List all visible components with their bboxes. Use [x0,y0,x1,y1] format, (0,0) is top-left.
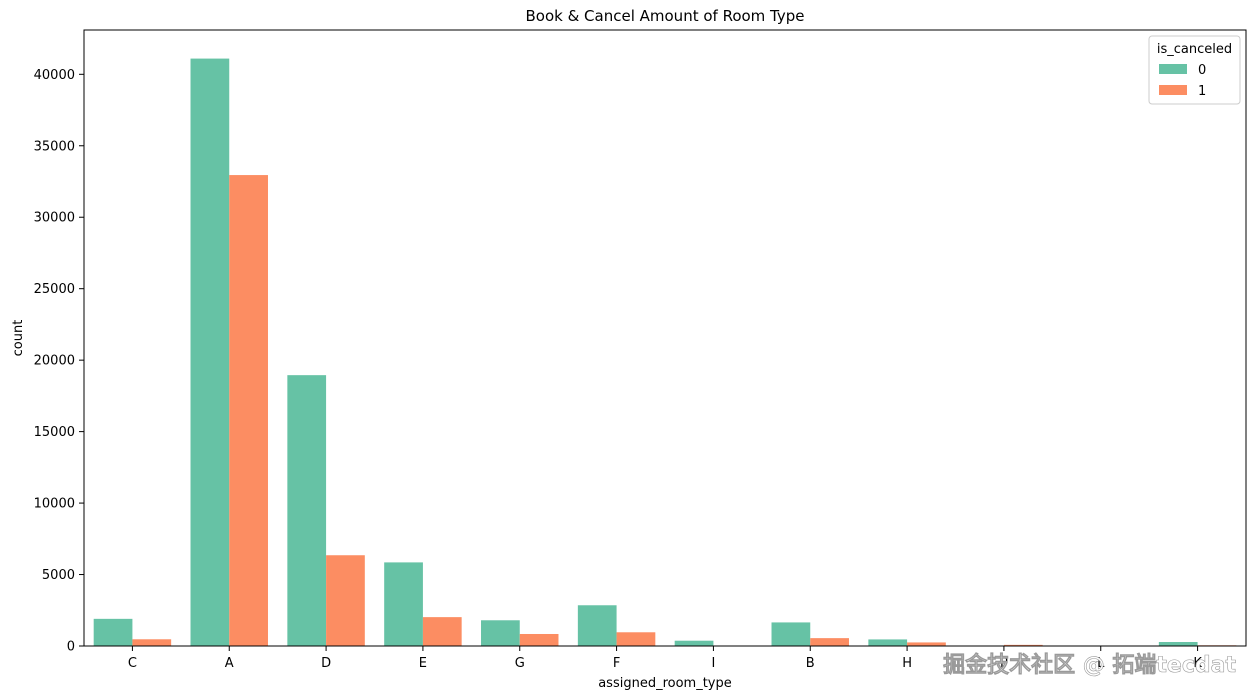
bar-E-series-0 [384,562,423,646]
bar-B-series-0 [771,622,811,646]
bar-C-series-0 [93,618,133,646]
x-tick-label: B [806,656,815,671]
plot-frame [83,29,1247,647]
y-axis-ticks: 0 5000 10000 15000 20000 25000 30000 35000 40000 [34,68,84,655]
y-tick-label: 15000 [34,425,75,440]
y-tick-label: 5000 [42,568,75,583]
x-tick-label: L [1097,656,1105,671]
y-tick-label: 0 [67,640,75,655]
chart-title: Book & Cancel Amount of Room Type [525,7,804,25]
bar-D-series-1 [326,555,365,646]
legend: is_canceled 01 [1148,35,1241,105]
bar-A-series-1 [229,175,268,646]
x-tick-label: K [1193,656,1202,671]
x-tick-label: A [225,656,234,671]
bar-F-series-1 [616,632,656,646]
watermark: 掘金技术社区 @ 拓端tecdat [943,652,1236,678]
bar-E-series-1 [422,617,462,646]
bar-B-series-1 [810,638,849,646]
bar-I-series-0 [674,640,714,646]
bars-group [93,58,1237,646]
bar-G-series-1 [519,633,559,646]
y-tick-label: 20000 [34,354,75,369]
y-tick-label: 40000 [34,68,75,83]
bar-H-series-0 [868,639,908,646]
x-tick-label: H [902,656,912,671]
y-tick-label: 25000 [34,282,75,297]
bar-K-series-0 [1158,641,1198,646]
y-tick-label: 30000 [34,211,75,226]
x-tick-label: I [711,656,715,671]
y-tick-label: 10000 [34,497,75,512]
bar-D-series-0 [287,375,327,646]
x-tick-label: C [128,656,137,671]
x-tick-label: D [321,656,331,671]
bar-H-series-1 [907,642,946,646]
x-tick-label: F [613,656,620,671]
x-tick-label: P [1000,656,1008,671]
legend-title: is_canceled [1157,42,1232,57]
y-axis-label: count [11,320,26,357]
legend-swatch-0 [1159,64,1187,74]
x-axis-label: assigned_room_type [598,676,732,691]
bar-A-series-0 [190,58,230,646]
legend-label-0: 0 [1198,63,1206,78]
bar-G-series-0 [481,620,520,646]
bar-F-series-0 [577,605,617,646]
x-tick-label: G [515,656,525,671]
legend-items: 01 [1159,63,1206,99]
legend-label-1: 1 [1198,84,1206,99]
y-tick-label: 35000 [34,139,75,154]
legend-swatch-1 [1159,85,1187,95]
bar-C-series-1 [132,639,172,646]
x-tick-label: E [419,656,427,671]
bar-P-series-1 [1003,644,1043,646]
